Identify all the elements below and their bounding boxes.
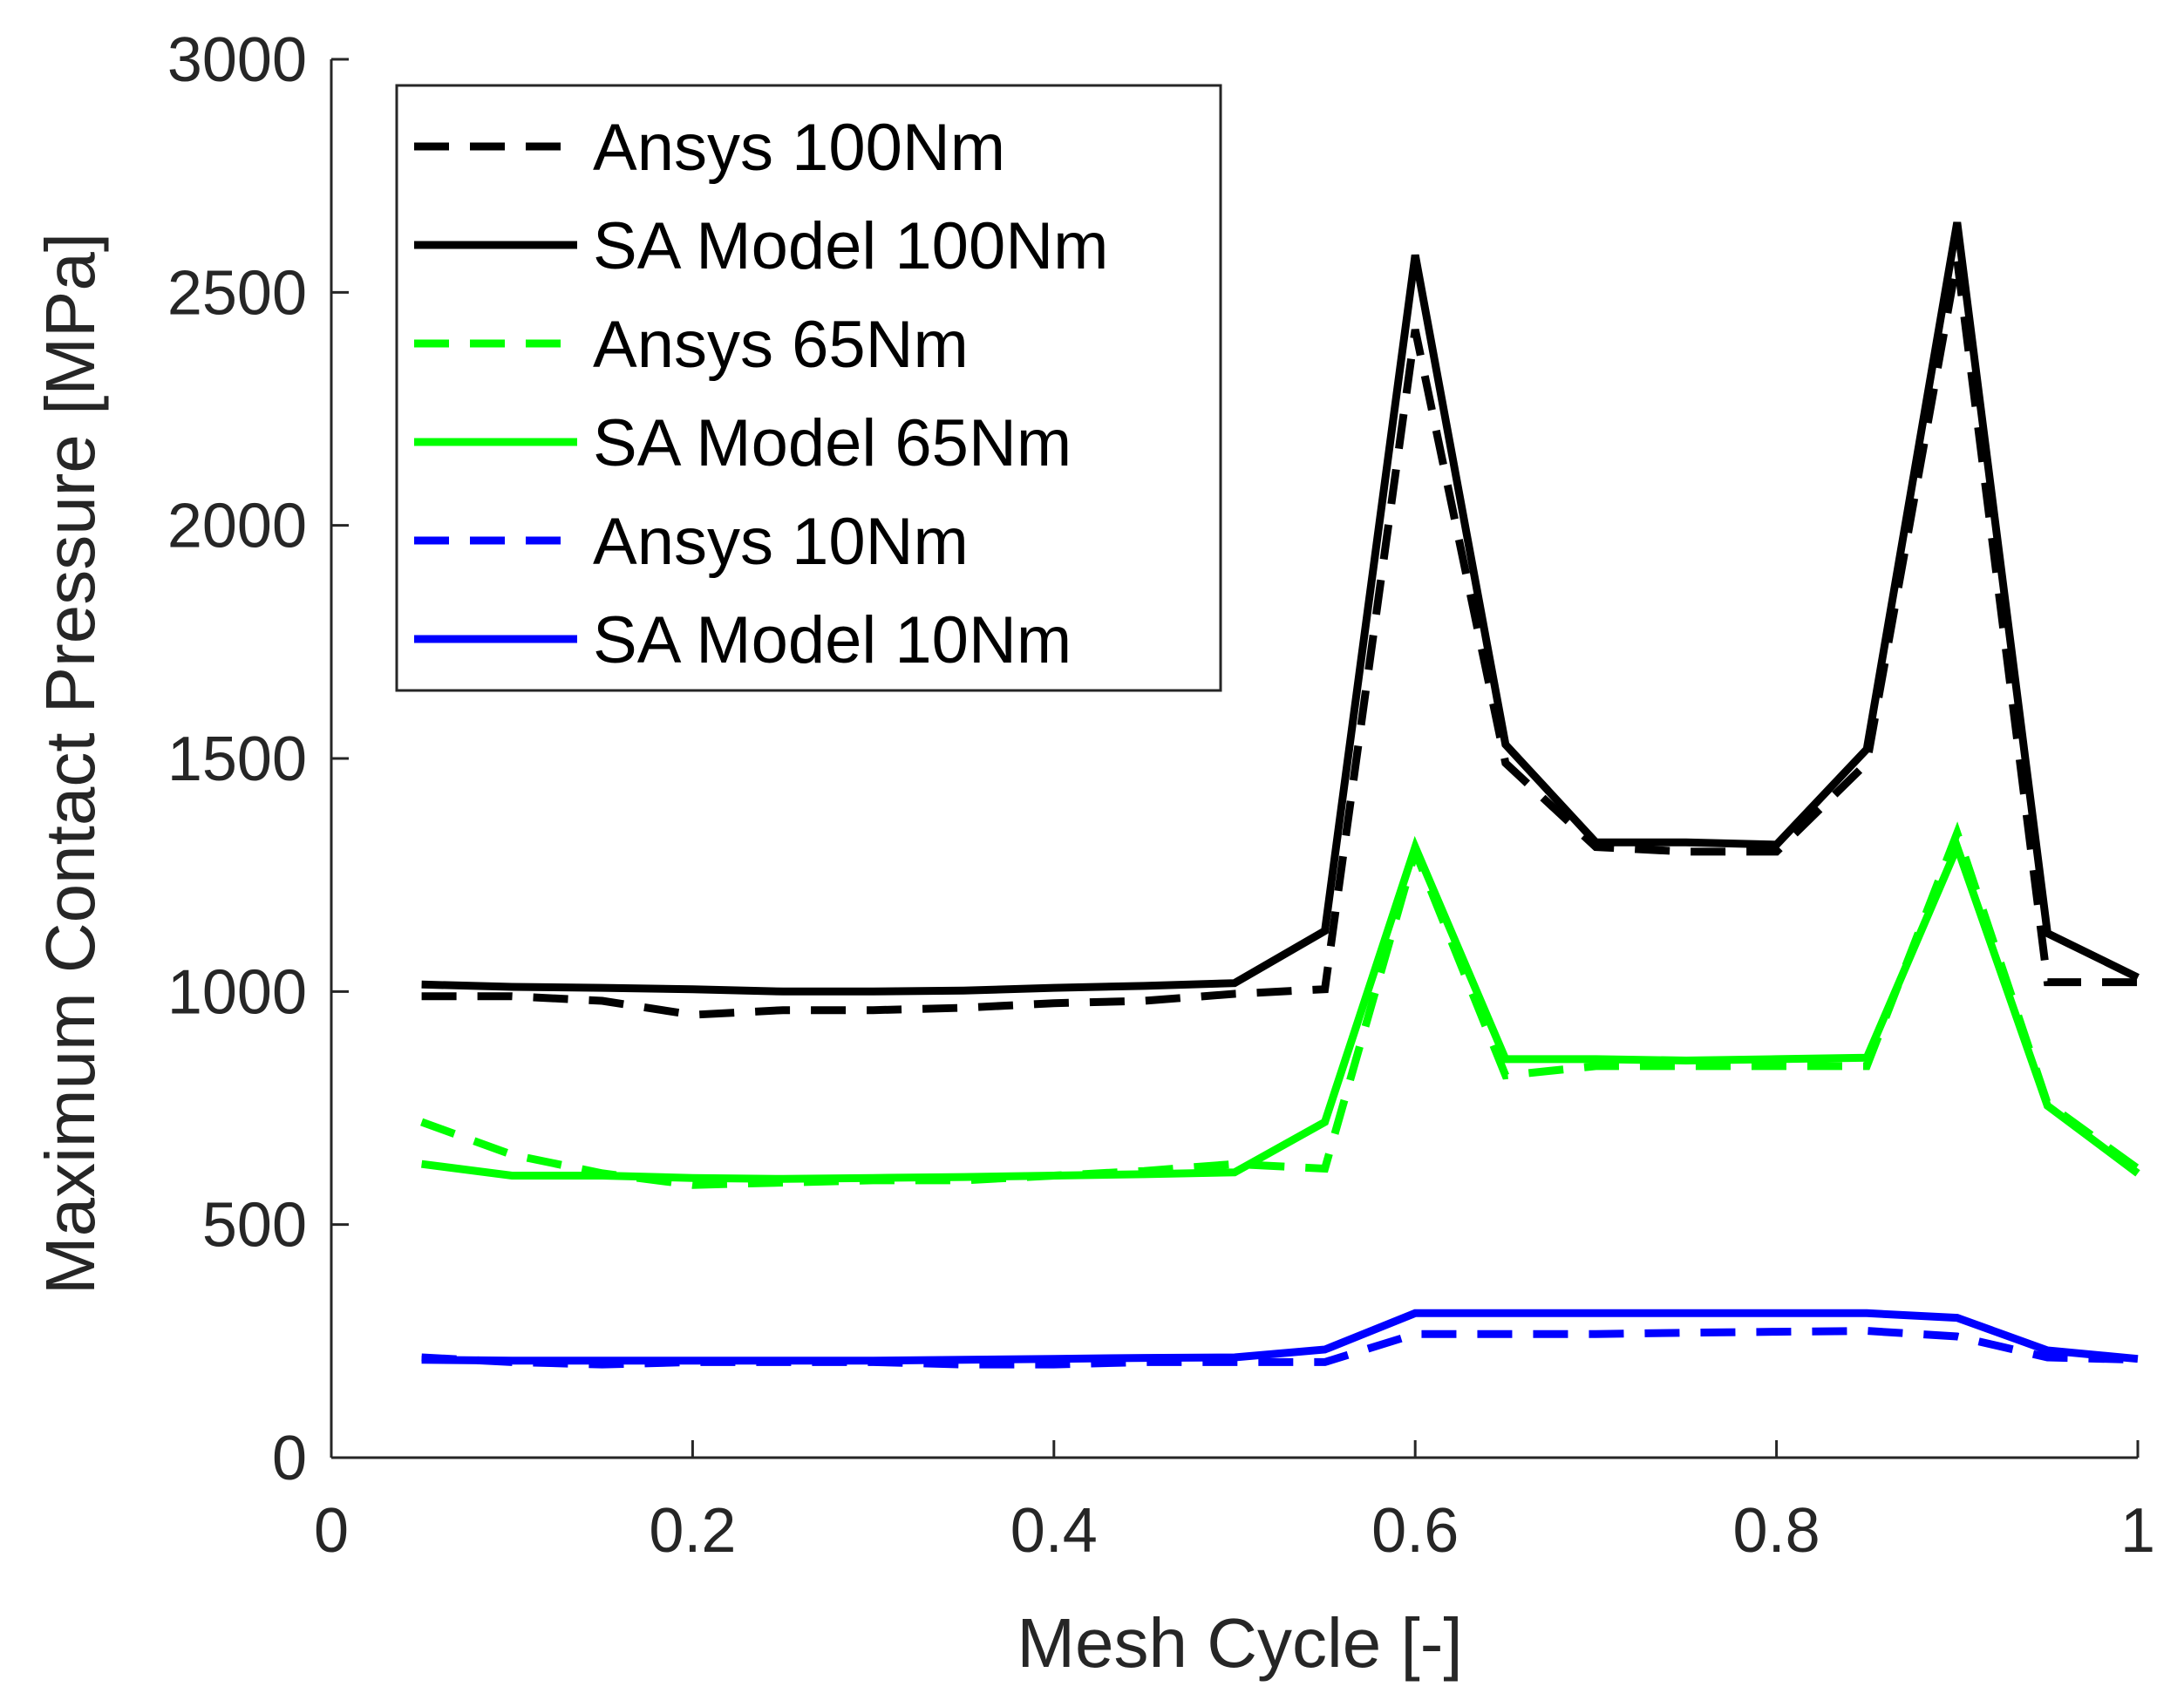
series-line-3 [420, 821, 2140, 1189]
y-tick-label: 1000 [167, 957, 307, 1027]
legend-label-3: Ansys 65Nm [593, 308, 969, 382]
x-tick-label: 0.2 [649, 1496, 736, 1566]
legend-box [395, 84, 1222, 692]
plot-lines [420, 221, 2140, 1369]
y-tick-label: 1500 [167, 724, 307, 794]
series-line-2 [421, 221, 2140, 996]
series-line-4 [421, 835, 2140, 1183]
legend: Ansys 100Nm SA Model 100Nm Ansys 65Nm SA Mo… [395, 84, 1222, 692]
x-tick-label: 0 [314, 1496, 349, 1566]
y-tick-label: 3000 [167, 25, 307, 95]
y-tick-label: 2000 [167, 492, 307, 561]
legend-label-1: Ansys 100Nm [593, 111, 1005, 185]
x-tick-label: 0.8 [1733, 1496, 1820, 1566]
legend-label-6: SA Model 10Nm [593, 603, 1072, 677]
series-line-1 [421, 259, 2138, 1019]
x-tick-label: 0.4 [1010, 1496, 1098, 1566]
legend-label-5: Ansys 10Nm [593, 505, 969, 579]
x-axis-title: Mesh Cycle [-] [1017, 1604, 1462, 1682]
legend-label-2: SA Model 100Nm [593, 209, 1108, 283]
y-axis-title: Maximum Contact Pressure [MPa] [31, 233, 109, 1295]
y-tick-label: 2500 [167, 258, 307, 328]
legend-label-4: SA Model 65Nm [593, 406, 1072, 480]
y-tick-label: 500 [202, 1191, 307, 1261]
series-line-6 [421, 1309, 2139, 1365]
x-tick-label: 0.6 [1371, 1496, 1459, 1566]
ticks: 0 0.2 0.4 0.6 0.8 1 0 500 1000 1500 2000 2500 3000 [167, 25, 2155, 1566]
x-tick-label: 1 [2120, 1496, 2155, 1566]
y-tick-label: 0 [272, 1424, 307, 1493]
